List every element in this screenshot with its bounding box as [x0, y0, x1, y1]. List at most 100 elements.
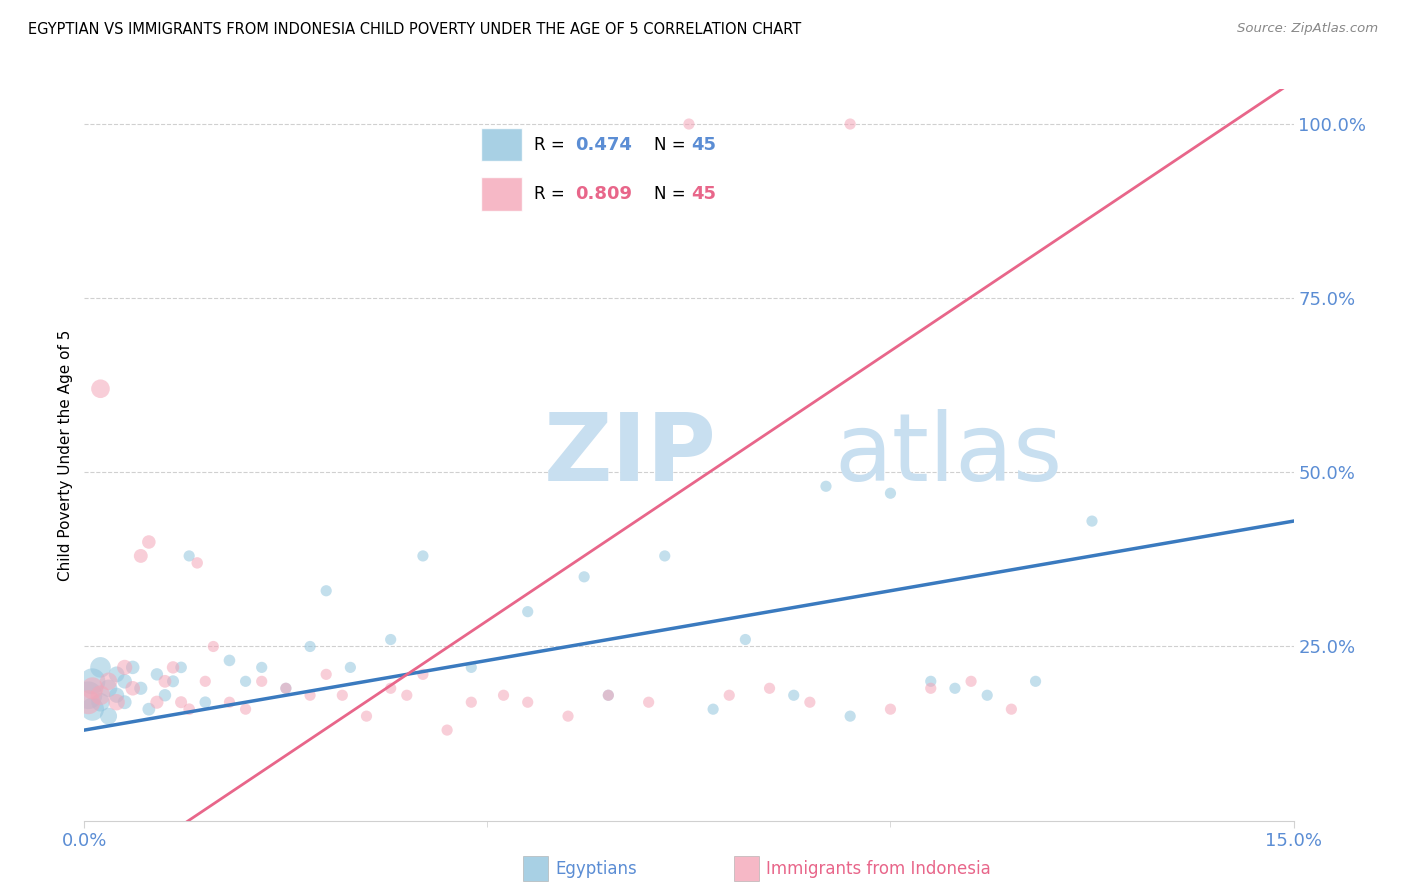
- Point: [82, 681, 104, 696]
- Point: [460, 695, 482, 709]
- Bar: [481, 128, 522, 161]
- Point: [436, 723, 458, 737]
- Text: Immigrants from Indonesia: Immigrants from Indonesia: [766, 860, 991, 878]
- Point: [492, 688, 515, 702]
- Point: [557, 709, 579, 723]
- Point: [734, 632, 756, 647]
- Point: [89, 660, 111, 674]
- Point: [1081, 514, 1104, 528]
- Text: N =: N =: [654, 136, 690, 153]
- Point: [879, 702, 901, 716]
- Point: [380, 632, 402, 647]
- Point: [77, 695, 100, 709]
- Point: [250, 660, 273, 674]
- Point: [799, 695, 821, 709]
- Point: [943, 681, 966, 696]
- Point: [153, 688, 176, 702]
- Text: 45: 45: [692, 136, 717, 153]
- Point: [129, 549, 152, 563]
- Point: [879, 486, 901, 500]
- Point: [121, 660, 143, 674]
- Point: [516, 695, 538, 709]
- Point: [202, 640, 225, 654]
- Point: [839, 709, 862, 723]
- Point: [718, 688, 741, 702]
- Point: [162, 674, 184, 689]
- Point: [598, 688, 620, 702]
- Text: atlas: atlas: [834, 409, 1063, 501]
- Point: [460, 660, 482, 674]
- Point: [170, 695, 193, 709]
- Point: [235, 702, 257, 716]
- Point: [356, 709, 378, 723]
- Text: R =: R =: [534, 185, 571, 202]
- Point: [315, 667, 337, 681]
- Point: [920, 681, 942, 696]
- Point: [77, 688, 100, 702]
- Point: [299, 688, 322, 702]
- Point: [783, 688, 806, 702]
- Point: [637, 695, 659, 709]
- Y-axis label: Child Poverty Under the Age of 5: Child Poverty Under the Age of 5: [58, 329, 73, 581]
- Point: [146, 667, 169, 681]
- Point: [89, 688, 111, 702]
- Point: [138, 535, 160, 549]
- Point: [82, 702, 104, 716]
- Point: [572, 570, 595, 584]
- Text: R =: R =: [534, 136, 571, 153]
- Point: [654, 549, 676, 563]
- Point: [299, 640, 322, 654]
- Point: [598, 688, 620, 702]
- Point: [702, 702, 724, 716]
- Text: EGYPTIAN VS IMMIGRANTS FROM INDONESIA CHILD POVERTY UNDER THE AGE OF 5 CORRELATI: EGYPTIAN VS IMMIGRANTS FROM INDONESIA CH…: [28, 22, 801, 37]
- Point: [516, 605, 538, 619]
- Point: [105, 695, 128, 709]
- Point: [105, 688, 128, 702]
- Point: [274, 681, 297, 696]
- Point: [235, 674, 257, 689]
- Point: [114, 660, 136, 674]
- Point: [1000, 702, 1022, 716]
- Point: [380, 681, 402, 696]
- Point: [186, 556, 208, 570]
- Point: [114, 695, 136, 709]
- Text: ZIP: ZIP: [544, 409, 717, 501]
- Point: [97, 709, 120, 723]
- Point: [89, 695, 111, 709]
- Text: Egyptians: Egyptians: [555, 860, 637, 878]
- Point: [339, 660, 361, 674]
- Point: [82, 674, 104, 689]
- Point: [179, 702, 201, 716]
- Text: 0.474: 0.474: [575, 136, 631, 153]
- Point: [678, 117, 700, 131]
- Point: [105, 667, 128, 681]
- Point: [194, 695, 217, 709]
- Bar: [481, 177, 522, 211]
- Text: Source: ZipAtlas.com: Source: ZipAtlas.com: [1237, 22, 1378, 36]
- Point: [97, 674, 120, 689]
- Point: [395, 688, 418, 702]
- Point: [170, 660, 193, 674]
- Point: [218, 653, 240, 667]
- Point: [194, 674, 217, 689]
- Point: [412, 667, 434, 681]
- Point: [250, 674, 273, 689]
- Text: N =: N =: [654, 185, 690, 202]
- Text: 0.809: 0.809: [575, 185, 633, 202]
- Point: [920, 674, 942, 689]
- Point: [97, 681, 120, 696]
- Point: [121, 681, 143, 696]
- Point: [758, 681, 780, 696]
- Point: [315, 583, 337, 598]
- Point: [976, 688, 998, 702]
- Point: [412, 549, 434, 563]
- Point: [839, 117, 862, 131]
- Point: [179, 549, 201, 563]
- Point: [138, 702, 160, 716]
- Point: [218, 695, 240, 709]
- Point: [960, 674, 983, 689]
- Point: [274, 681, 297, 696]
- Point: [129, 681, 152, 696]
- Point: [89, 382, 111, 396]
- Point: [153, 674, 176, 689]
